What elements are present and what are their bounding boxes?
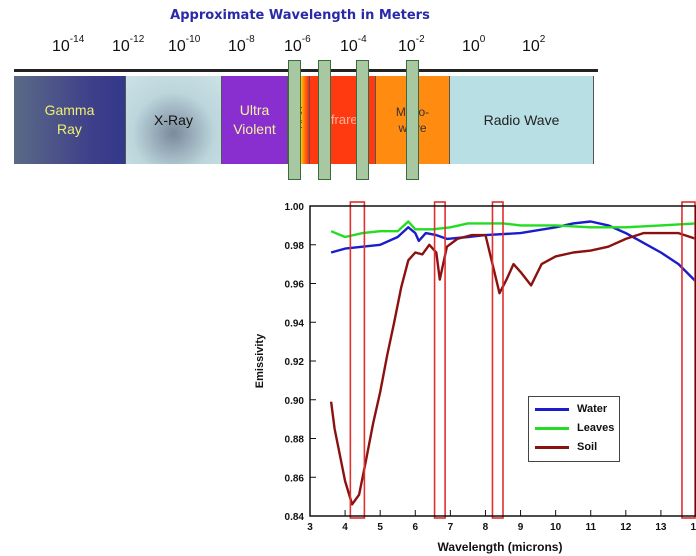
tick-label: 100 [462,34,486,55]
x-tick-label: 5 [377,522,383,533]
legend-swatch [535,407,569,411]
legend-item-leaves: Leaves [529,420,614,436]
x-tick-label: 11 [585,522,596,533]
series-line-soil [329,231,696,506]
x-tick-label: 10 [550,522,562,533]
x-tick-label: 7 [448,522,454,533]
window-marker [406,60,419,180]
band-gamma-ray: Gamma Ray [14,76,126,164]
legend-item-water: Water [529,401,607,417]
tick-label: 10-4 [340,34,367,55]
x-tick-label: 12 [620,522,632,533]
highlight-windows [349,201,696,519]
plot-frame [309,205,696,517]
wavelength-axis-line [14,69,598,72]
x-tick-label: 4 [342,522,348,533]
highlight-window [681,201,696,519]
tick-label: 10-12 [112,34,145,55]
y-tick-label: 0.88 [285,435,305,446]
y-tick-label: 0.90 [285,396,305,407]
y-axis-label: Emissivity [254,333,266,388]
legend-swatch [535,426,569,430]
spectrum-title: Approximate Wavelength in Meters [170,8,430,23]
x-tick-label: 6 [412,522,418,533]
y-tick-label: 0.84 [285,512,305,523]
tick-label: 10-14 [52,34,85,55]
legend-label: Leaves [577,422,615,434]
x-axis-label: Wavelength (microns) [438,540,563,554]
highlight-window [433,201,446,519]
series-line-leaves [330,220,696,239]
highlight-window [349,201,366,519]
legend-item-soil: Soil [529,439,597,455]
y-tick-label: 0.86 [285,473,305,484]
x-tick-label: 8 [483,522,489,533]
x-tick-label: 9 [518,522,524,533]
tick-label: 10-2 [398,34,425,55]
tick-label: 102 [522,34,546,55]
band-x-ray: X-Ray [126,76,222,164]
x-tick-label: 3 [307,522,313,533]
tick-label: 10-10 [168,34,201,55]
x-tick-label: 14 [690,522,696,533]
y-tick-label: 1.00 [285,202,305,213]
y-tick-label: 0.94 [285,318,305,329]
legend-label: Water [577,403,608,415]
window-marker [318,60,331,180]
x-tick-label: 13 [655,522,667,533]
tick-label: 10-8 [228,34,255,55]
band-ultraviolet: Ultra Violent [222,76,288,164]
series-lines [329,220,696,506]
window-marker [356,60,369,180]
legend-label: Soil [577,441,598,453]
y-axis-ticks: 0.84 0.86 0.88 0.90 0.92 0.94 0.96 0.98 1.00 [285,202,316,523]
highlight-window [491,201,504,519]
y-tick-label: 0.92 [285,357,305,368]
x-axis-ticks: 3 4 5 6 7 8 9 10 11 12 13 14 [307,510,696,533]
y-tick-label: 0.98 [285,241,305,252]
legend-swatch [535,445,569,449]
y-tick-label: 0.96 [285,280,305,291]
chart-legend: Water Leaves Soil [528,396,620,462]
band-radio-wave: Radio Wave [450,76,594,164]
window-marker [288,60,301,180]
tick-label: 10-6 [284,34,311,55]
